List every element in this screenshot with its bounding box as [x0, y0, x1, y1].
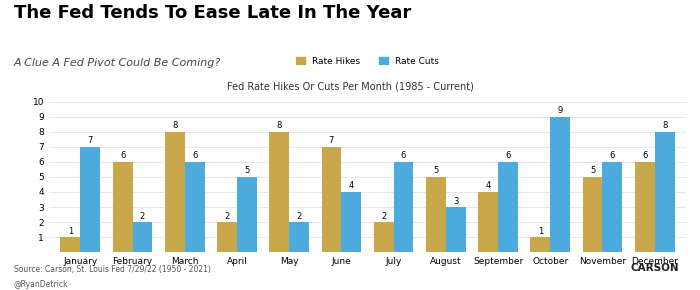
Bar	[654, 132, 675, 252]
Text: Fed Rate Hikes Or Cuts Per Month (1985 - Current): Fed Rate Hikes Or Cuts Per Month (1985 -…	[227, 81, 473, 91]
Text: 1: 1	[538, 227, 543, 236]
Text: 5: 5	[433, 166, 438, 175]
Bar	[393, 162, 414, 252]
Bar	[374, 222, 393, 252]
Bar	[531, 237, 550, 252]
Legend: Rate Hikes, Rate Cuts: Rate Hikes, Rate Cuts	[293, 53, 442, 70]
Text: CARSON: CARSON	[631, 263, 679, 273]
Bar	[165, 132, 185, 252]
Bar	[603, 162, 622, 252]
Text: 2: 2	[225, 212, 230, 221]
Text: 6: 6	[120, 151, 125, 160]
Text: 8: 8	[276, 121, 282, 130]
Bar	[498, 162, 518, 252]
Text: 8: 8	[662, 121, 667, 130]
Text: 6: 6	[192, 151, 197, 160]
Bar	[60, 237, 80, 252]
Text: 6: 6	[642, 151, 648, 160]
Text: @RyanDetrick: @RyanDetrick	[14, 280, 69, 289]
Text: 7: 7	[329, 136, 334, 145]
Bar	[80, 147, 100, 252]
Text: 9: 9	[557, 106, 563, 115]
Text: 6: 6	[401, 151, 406, 160]
Bar	[237, 177, 257, 252]
Text: 4: 4	[486, 182, 491, 191]
Text: 8: 8	[172, 121, 178, 130]
Bar	[635, 162, 654, 252]
Bar	[550, 117, 570, 252]
Text: 1: 1	[68, 227, 73, 236]
Bar	[478, 192, 498, 252]
Text: 2: 2	[297, 212, 302, 221]
Text: 2: 2	[140, 212, 145, 221]
Text: Source: Carson, St. Louis Fed 7/29/22 (1950 - 2021): Source: Carson, St. Louis Fed 7/29/22 (1…	[14, 265, 211, 274]
Bar	[289, 222, 309, 252]
Text: 5: 5	[590, 166, 595, 175]
Text: 4: 4	[349, 182, 354, 191]
Text: 7: 7	[88, 136, 93, 145]
Text: The Fed Tends To Ease Late In The Year: The Fed Tends To Ease Late In The Year	[14, 4, 412, 22]
Bar	[217, 222, 237, 252]
Bar	[321, 147, 342, 252]
Text: 6: 6	[610, 151, 615, 160]
Bar	[132, 222, 153, 252]
Text: 3: 3	[453, 197, 459, 206]
Text: A Clue A Fed Pivot Could Be Coming?: A Clue A Fed Pivot Could Be Coming?	[14, 58, 221, 68]
Bar	[426, 177, 446, 252]
Text: 6: 6	[505, 151, 510, 160]
Bar	[582, 177, 603, 252]
Bar	[342, 192, 361, 252]
Text: 5: 5	[244, 166, 249, 175]
Bar	[270, 132, 289, 252]
Bar	[185, 162, 204, 252]
Bar	[113, 162, 132, 252]
Bar	[446, 207, 466, 252]
Text: 2: 2	[381, 212, 386, 221]
